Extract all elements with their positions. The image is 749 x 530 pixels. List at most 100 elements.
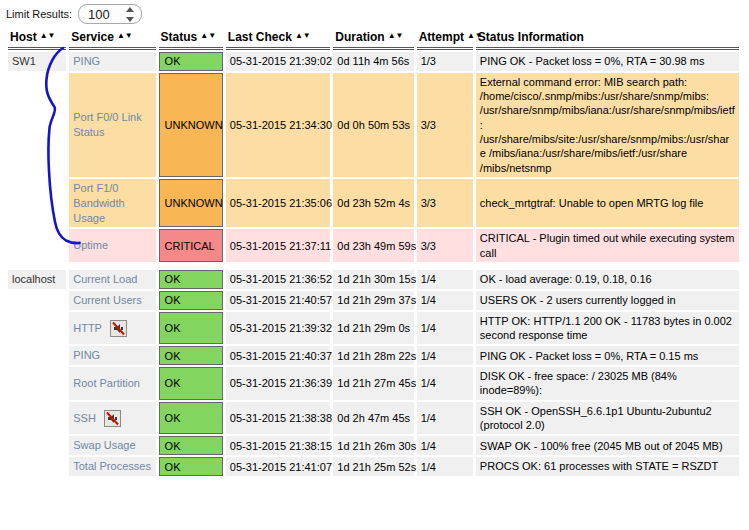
- status-information-cell: External command error: MIB search path:…: [476, 73, 739, 177]
- sort-arrows-icon[interactable]: ▲▼: [467, 31, 483, 40]
- column-header-status-information: Status Information: [476, 28, 739, 50]
- service-link[interactable]: Port F0/0 Link Status: [73, 110, 151, 140]
- service-link[interactable]: HTTP: [73, 321, 102, 336]
- spinner-arrows[interactable]: [125, 7, 134, 22]
- attempt-cell: 1/4: [417, 291, 473, 310]
- status-information-cell: OK - load average: 0.19, 0.18, 0.16: [476, 270, 739, 289]
- service-row: localhost Current Load OK 05-31-2015 21:…: [8, 270, 739, 289]
- host-cell: [8, 291, 66, 310]
- sort-arrows-icon[interactable]: ▲▼: [40, 31, 56, 40]
- service-link[interactable]: Port F1/0 Bandwidth Usage: [73, 181, 151, 226]
- attempt-cell: 1/4: [417, 312, 473, 345]
- service-cell: Port F1/0 Bandwidth Usage: [69, 179, 155, 228]
- attempt-cell: 1/4: [417, 436, 473, 455]
- status-badge: OK: [159, 367, 223, 400]
- service-link[interactable]: SSH: [73, 411, 96, 426]
- service-link[interactable]: Current Users: [73, 293, 141, 308]
- host-cell[interactable]: localhost: [8, 270, 66, 289]
- host-cell: [8, 179, 66, 228]
- service-row: Swap Usage OK 05-31-2015 21:38:15 1d 21h…: [8, 436, 739, 455]
- status-badge: OK: [159, 402, 223, 435]
- sort-arrows-icon[interactable]: ▲▼: [295, 31, 311, 40]
- service-row: Port F1/0 Bandwidth Usage UNKNOWN 05-31-…: [8, 179, 739, 228]
- host-cell: [8, 229, 66, 262]
- column-header-duration[interactable]: Duration▲▼: [333, 28, 413, 50]
- status-information-cell: HTTP OK: HTTP/1.1 200 OK - 11783 bytes i…: [476, 312, 739, 345]
- service-link[interactable]: Current Load: [73, 272, 137, 287]
- host-cell: [8, 402, 66, 435]
- last-check-cell: 05-31-2015 21:41:07: [226, 457, 330, 476]
- host-cell: [8, 312, 66, 345]
- host-group-spacer: [8, 264, 739, 268]
- duration-cell: 1d 21h 27m 45s: [333, 367, 413, 400]
- last-check-cell: 05-31-2015 21:39:02: [226, 52, 330, 71]
- last-check-cell: 05-31-2015 21:39:32: [226, 312, 330, 345]
- service-status-table: Host▲▼ Service▲▼ Status▲▼ Last Check▲▼ D…: [5, 26, 742, 478]
- service-row: Port F0/0 Link Status UNKNOWN 05-31-2015…: [8, 73, 739, 177]
- attempt-cell: 3/3: [417, 179, 473, 228]
- service-link[interactable]: PING: [73, 348, 100, 363]
- service-cell: Current Load: [69, 270, 155, 289]
- duration-cell: 1d 21h 28m 22s: [333, 346, 413, 365]
- spinner-down-icon[interactable]: [126, 17, 134, 22]
- service-status-page: Limit Results: 100 Host▲▼ Service▲▼ Stat…: [0, 0, 749, 530]
- last-check-cell: 05-31-2015 21:35:06: [226, 179, 330, 228]
- status-information-cell: check_mrtgtraf: Unable to open MRTG log …: [476, 179, 739, 228]
- service-link[interactable]: PING: [73, 54, 100, 69]
- duration-cell: 1d 21h 26m 30s: [333, 436, 413, 455]
- column-header-last-check[interactable]: Last Check▲▼: [226, 28, 330, 50]
- host-cell: [8, 346, 66, 365]
- service-cell: PING: [69, 346, 155, 365]
- status-information-cell: CRITICAL - Plugin timed out while execut…: [476, 229, 739, 262]
- service-row: Uptime CRITICAL 05-31-2015 21:37:11 0d 2…: [8, 229, 739, 262]
- service-cell: Total Processes: [69, 457, 155, 476]
- duration-cell: 0d 23h 49m 59s: [333, 229, 413, 262]
- service-row: PING OK 05-31-2015 21:40:37 1d 21h 28m 2…: [8, 346, 739, 365]
- service-row: Root Partition OK 05-31-2015 21:36:39 1d…: [8, 367, 739, 400]
- attempt-cell: 3/3: [417, 229, 473, 262]
- attempt-cell: 1/3: [417, 52, 473, 71]
- service-link[interactable]: Uptime: [73, 238, 108, 253]
- status-information-cell: PING OK - Packet loss = 0%, RTA = 0.15 m…: [476, 346, 739, 365]
- host-cell: [8, 457, 66, 476]
- sort-arrows-icon[interactable]: ▲▼: [388, 31, 404, 40]
- attempt-cell: 3/3: [417, 73, 473, 177]
- service-row: Current Users OK 05-31-2015 21:40:57 1d …: [8, 291, 739, 310]
- status-information-cell: USERS OK - 2 users currently logged in: [476, 291, 739, 310]
- column-header-service[interactable]: Service▲▼: [69, 28, 155, 50]
- host-cell[interactable]: SW1: [8, 52, 66, 71]
- limit-results-spinner[interactable]: 100: [78, 4, 142, 24]
- limit-results-bar: Limit Results: 100: [0, 0, 749, 26]
- last-check-cell: 05-31-2015 21:40:57: [226, 291, 330, 310]
- service-row: SW1 PING OK 05-31-2015 21:39:02 0d 11h 4…: [8, 52, 739, 71]
- service-row: Total Processes OK 05-31-2015 21:41:07 1…: [8, 457, 739, 476]
- service-cell: Swap Usage: [69, 436, 155, 455]
- status-badge: OK: [159, 270, 223, 289]
- duration-cell: 1d 21h 25m 52s: [333, 457, 413, 476]
- notifications-disabled-icon: [104, 410, 121, 427]
- last-check-cell: 05-31-2015 21:34:30: [226, 73, 330, 177]
- column-header-host[interactable]: Host▲▼: [8, 28, 66, 50]
- column-header-attempt[interactable]: Attempt▲▼: [417, 28, 473, 50]
- notifications-disabled-icon: [110, 320, 127, 337]
- spinner-up-icon[interactable]: [126, 7, 134, 12]
- service-link[interactable]: Swap Usage: [73, 438, 135, 453]
- service-row: SSH OK 05-31-2015 21:38:38 0d 2h 47m 45s…: [8, 402, 739, 435]
- last-check-cell: 05-31-2015 21:38:38: [226, 402, 330, 435]
- column-header-status[interactable]: Status▲▼: [159, 28, 223, 50]
- status-badge: OK: [159, 291, 223, 310]
- attempt-cell: 1/4: [417, 270, 473, 289]
- sort-arrows-icon[interactable]: ▲▼: [117, 31, 133, 40]
- status-information-cell: SSH OK - OpenSSH_6.6.1p1 Ubuntu-2ubuntu2…: [476, 402, 739, 435]
- service-cell: Current Users: [69, 291, 155, 310]
- duration-cell: 0d 2h 47m 45s: [333, 402, 413, 435]
- status-badge: UNKNOWN: [159, 179, 223, 228]
- status-badge: OK: [159, 436, 223, 455]
- sort-arrows-icon[interactable]: ▲▼: [200, 31, 216, 40]
- service-link[interactable]: Total Processes: [73, 459, 151, 474]
- host-cell: [8, 73, 66, 177]
- service-link[interactable]: Root Partition: [73, 376, 140, 391]
- duration-cell: 0d 0h 50m 53s: [333, 73, 413, 177]
- limit-results-label: Limit Results:: [6, 8, 72, 20]
- duration-cell: 1d 21h 29m 0s: [333, 312, 413, 345]
